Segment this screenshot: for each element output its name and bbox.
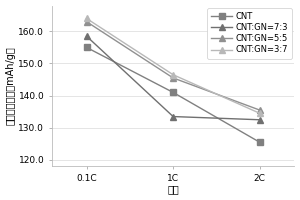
CNT [85,46,88,49]
Y-axis label: 首次放电容量（mAh/g）: 首次放电容量（mAh/g） [6,47,16,125]
Line: CNT:GN=5:5: CNT:GN=5:5 [84,19,262,113]
CNT:GN=5:5 [258,109,262,111]
CNT:GN=3:7 [171,74,175,76]
X-axis label: 倍率: 倍率 [167,184,179,194]
CNT:GN=7:3 [258,119,262,121]
CNT [171,91,175,94]
CNT:GN=7:3 [85,35,88,37]
CNT:GN=3:7 [258,112,262,115]
Line: CNT:GN=7:3: CNT:GN=7:3 [84,33,262,123]
Line: CNT: CNT [84,45,262,145]
CNT:GN=7:3 [171,115,175,118]
Legend: CNT, CNT:GN=7:3, CNT:GN=5:5, CNT:GN=3:7: CNT, CNT:GN=7:3, CNT:GN=5:5, CNT:GN=3:7 [207,8,292,59]
CNT:GN=5:5 [171,77,175,79]
CNT:GN=3:7 [85,17,88,20]
CNT:GN=5:5 [85,20,88,23]
Line: CNT:GN=3:7: CNT:GN=3:7 [84,16,262,116]
CNT [258,141,262,143]
